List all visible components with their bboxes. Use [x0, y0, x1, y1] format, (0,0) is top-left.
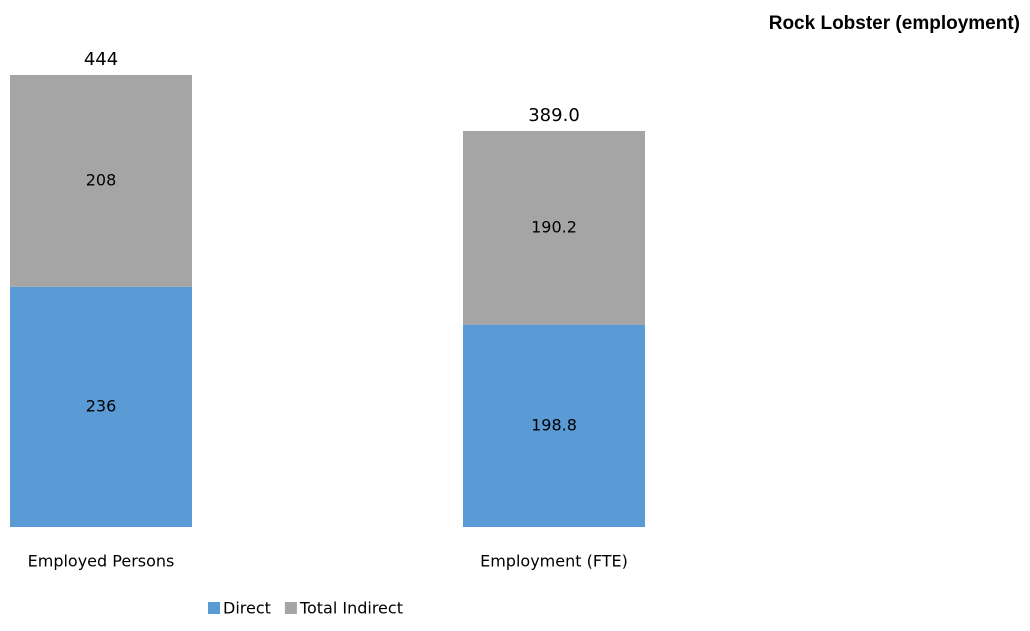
- data-label: 208: [86, 170, 117, 189]
- legend-swatch: [208, 602, 220, 614]
- total-label: 444: [84, 49, 118, 70]
- legend-label: Total Indirect: [299, 599, 403, 618]
- chart-title: Rock Lobster (employment): [769, 13, 1020, 34]
- legend-swatch: [284, 602, 297, 614]
- bar-segment: [463, 130, 645, 325]
- bar-segment: [10, 286, 192, 527]
- bar-segment: [463, 324, 645, 527]
- data-label: 198.8: [531, 415, 577, 434]
- x-tick-label: Employed Persons: [28, 552, 175, 571]
- legend-label: Direct: [223, 599, 271, 618]
- total-label: 389.0: [528, 105, 580, 126]
- data-label: 236: [86, 396, 117, 415]
- data-label: 190.2: [531, 217, 577, 236]
- x-tick-label: Employment (FTE): [480, 552, 628, 571]
- bar-segment: [10, 75, 192, 287]
